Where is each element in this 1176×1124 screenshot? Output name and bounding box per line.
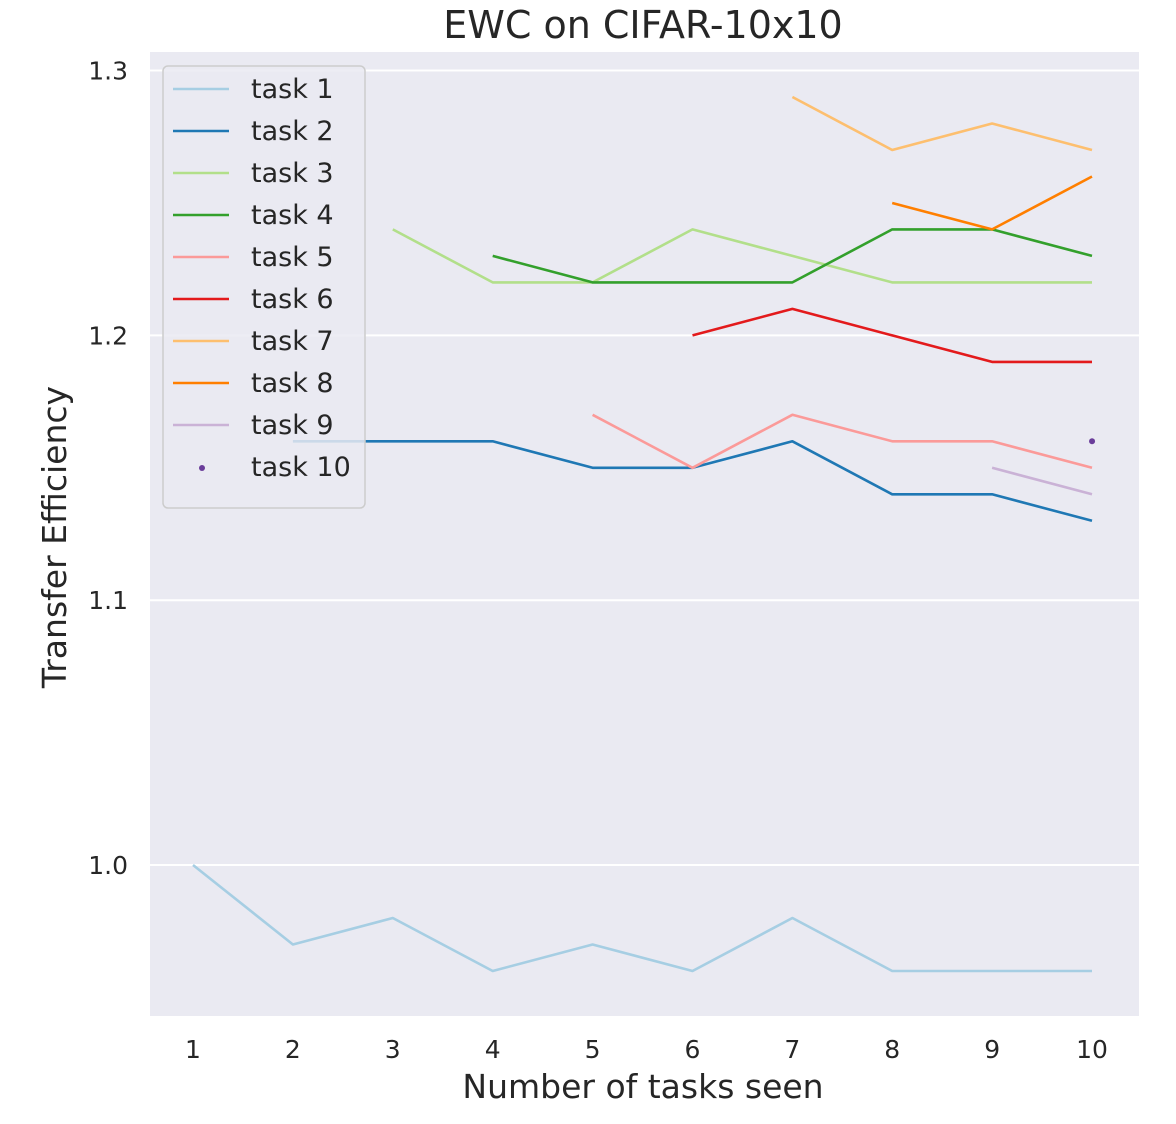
legend-label-task-4: task 4 bbox=[251, 200, 334, 231]
x-tick-label: 8 bbox=[884, 1035, 900, 1064]
x-tick-label: 9 bbox=[984, 1035, 1000, 1064]
legend-label-task-3: task 3 bbox=[251, 158, 334, 189]
legend-label-task-5: task 5 bbox=[251, 242, 334, 273]
x-tick-label: 6 bbox=[684, 1035, 700, 1064]
legend-label-task-7: task 7 bbox=[251, 326, 334, 357]
x-tick-label: 4 bbox=[485, 1035, 501, 1064]
legend-label-task-1: task 1 bbox=[251, 74, 334, 105]
legend-box bbox=[162, 65, 366, 509]
task-7-line bbox=[791, 95, 1093, 152]
x-axis-label: Number of tasks seen bbox=[462, 1067, 823, 1106]
y-tick-label: 1.3 bbox=[88, 57, 128, 86]
task-3-line bbox=[392, 228, 1092, 284]
task-1-line bbox=[192, 863, 1092, 973]
task-10-point bbox=[1089, 438, 1096, 445]
task-5-line bbox=[591, 413, 1093, 470]
y-axis-label: Transfer Efficiency bbox=[35, 386, 74, 689]
x-tick-label: 5 bbox=[585, 1035, 601, 1064]
task-6-line bbox=[692, 307, 1092, 364]
y-tick-label: 1.0 bbox=[88, 851, 128, 880]
y-tick-labels: 1.0 1.1 1.2 1.3 bbox=[88, 57, 128, 881]
x-tick-label: 2 bbox=[285, 1035, 301, 1064]
chart-title: EWC on CIFAR-10x10 bbox=[443, 3, 842, 47]
legend: task 1 task 2 task 3 task 4 task 5 task 6 task… bbox=[162, 65, 366, 509]
task-8-line bbox=[891, 175, 1093, 231]
x-tick-label: 1 bbox=[185, 1035, 201, 1064]
series-lines bbox=[192, 95, 1096, 973]
y-tick-label: 1.1 bbox=[88, 586, 128, 615]
legend-label-task-9: task 9 bbox=[251, 410, 334, 441]
x-tick-label: 7 bbox=[784, 1035, 800, 1064]
legend-label-task-6: task 6 bbox=[251, 284, 334, 315]
legend-marker-task-10 bbox=[199, 465, 205, 471]
legend-label-task-10: task 10 bbox=[251, 452, 351, 483]
x-tick-label: 10 bbox=[1076, 1035, 1108, 1064]
legend-label-task-2: task 2 bbox=[251, 116, 334, 147]
x-tick-label: 3 bbox=[385, 1035, 401, 1064]
x-tick-labels: 1 2 3 4 5 6 7 8 9 10 bbox=[185, 1035, 1108, 1064]
y-tick-label: 1.2 bbox=[88, 321, 128, 350]
legend-label-task-8: task 8 bbox=[251, 368, 334, 399]
task-9-line bbox=[991, 466, 1093, 496]
